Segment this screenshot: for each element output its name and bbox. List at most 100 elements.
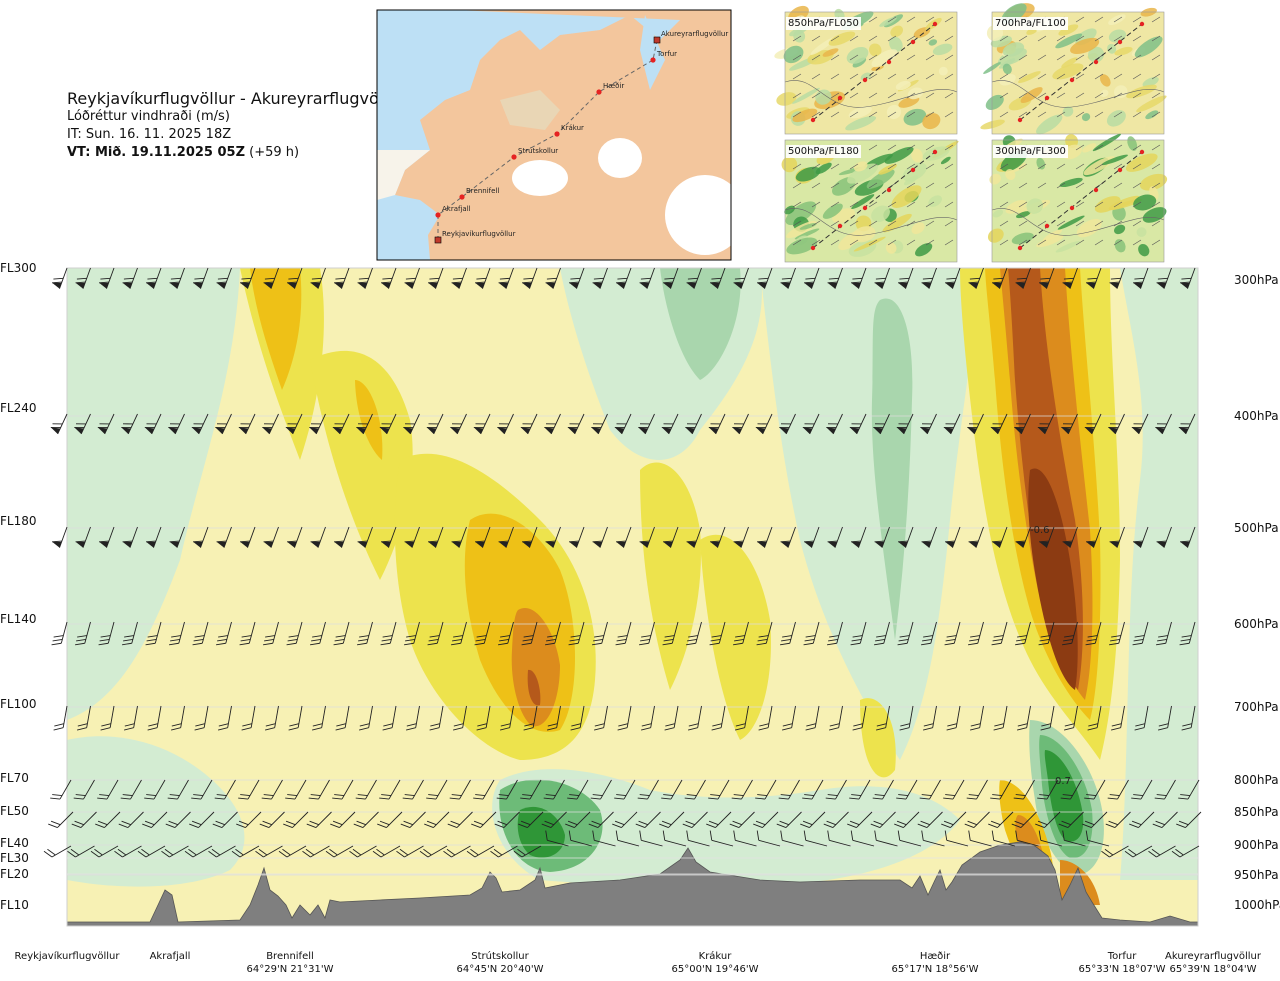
wind-barb-300hpa: [545, 267, 561, 289]
inset-waypoint: [1139, 149, 1145, 155]
wind-barb-400hpa: [238, 413, 256, 435]
wind-barb-800hpa: [73, 779, 95, 800]
updraft-region: [860, 698, 896, 778]
wind-barb-300hpa: [240, 267, 256, 289]
inset-wind-barb: [811, 111, 821, 118]
inset-wind-barb: [1075, 182, 1085, 189]
wind-barb-600hpa: [592, 621, 608, 646]
inset-field-patch: [860, 72, 872, 81]
inset-wind-barb: [887, 111, 897, 118]
wind-barb-400hpa: [97, 413, 115, 435]
wind-barb-850hpa: [330, 811, 356, 828]
wind-barb-300hpa: [804, 267, 820, 289]
wind-barb-500hpa: [1062, 526, 1078, 548]
map-points: Akureyrarflugvöllur Torfur Hæðir Krákur Strú…: [434, 30, 728, 244]
waypoint-marker: [596, 89, 602, 95]
inset-field-patch: [1058, 24, 1079, 36]
wind-barb-850hpa: [142, 811, 168, 828]
wind-barb-850hpa: [1082, 811, 1108, 828]
wind-barb-600hpa: [1062, 621, 1078, 646]
inset-field-patch: [785, 201, 817, 226]
waypoint-coord: 65°00'N 19°46'W: [671, 964, 759, 975]
wind-barb-900hpa: [686, 830, 710, 847]
flight-level-label: FL140: [0, 612, 37, 626]
wind-barb-300hpa: [1109, 267, 1125, 289]
wind-barb-700hpa: [1158, 705, 1172, 731]
inset-wind-barb: [1113, 111, 1123, 118]
inset-wind-barb: [811, 220, 821, 227]
wind-barb-900hpa: [208, 845, 236, 858]
inset-field-patch: [1107, 43, 1117, 54]
wind-barb-900hpa: [137, 845, 166, 858]
wind-barb-700hpa: [288, 705, 303, 731]
wind-barb-850hpa: [118, 811, 144, 828]
wind-barb-850hpa: [212, 811, 238, 828]
inset-waypoint: [1093, 187, 1099, 193]
inset-level-label: 700hPa/FL100: [993, 17, 1068, 30]
wind-barb-900hpa: [1124, 845, 1153, 858]
wind-barb-600hpa: [427, 621, 444, 646]
inset-wind-barb: [925, 163, 935, 170]
inset-field-patch: [932, 43, 953, 56]
wind-barb-600hpa: [1085, 621, 1102, 646]
wind-barb-900hpa: [592, 830, 616, 847]
inset-wind-barb: [1056, 35, 1066, 42]
wind-barb-900hpa: [419, 845, 448, 858]
inset-field-patch: [992, 209, 1004, 218]
inset-field-patch: [1002, 42, 1025, 57]
inset-waypoint: [837, 95, 843, 101]
inset-wind-barb: [868, 73, 878, 80]
inset-wind-barb: [1094, 239, 1104, 246]
flight-level-label: FL70: [0, 771, 29, 785]
flight-level-label: FL30: [0, 851, 29, 865]
wind-barb-300hpa: [757, 267, 773, 289]
inset-field-patch: [848, 106, 872, 119]
inset-wind-barb: [1075, 239, 1085, 246]
wind-barb-700hpa: [993, 705, 1008, 731]
flight-level-label: FL10: [0, 898, 29, 912]
inset-waypoint: [1017, 117, 1023, 123]
wind-barb-300hpa: [146, 267, 162, 289]
wind-barb-700hpa: [453, 705, 467, 731]
inset-wind-barb: [830, 111, 840, 118]
inset-wind-barb: [906, 111, 916, 118]
wind-barb-900hpa: [944, 830, 969, 847]
wind-barb-400hpa: [614, 413, 632, 435]
wind-barb-300hpa: [1133, 267, 1149, 289]
wind-barb-600hpa: [545, 621, 561, 646]
wind-barb-850hpa: [565, 811, 591, 828]
wind-barb-800hpa: [1107, 779, 1129, 800]
wind-barb-600hpa: [1109, 621, 1125, 646]
wind-barb-900hpa: [349, 845, 377, 858]
inset-wind-barb: [906, 220, 916, 227]
wind-barb-400hpa: [191, 413, 209, 435]
inset-field-patch: [1139, 173, 1168, 191]
inset-wind-barb: [1056, 54, 1066, 61]
inset-wind-barb: [868, 201, 878, 208]
inset-wind-barb: [1075, 201, 1085, 208]
wind-barb-300hpa: [498, 267, 514, 289]
wind-barb-600hpa: [380, 621, 397, 646]
inset-wind-barb: [1094, 16, 1104, 23]
wind-barb-600hpa: [263, 621, 279, 646]
wind-barb-300hpa: [263, 267, 279, 289]
wind-barb-850hpa: [635, 811, 661, 828]
inset-wind-barb: [999, 92, 1009, 99]
wind-barb-800hpa: [308, 779, 330, 800]
wind-barb-500hpa: [1180, 526, 1196, 548]
wind-barb-850hpa: [494, 811, 520, 828]
inset-wind-barb: [811, 163, 821, 170]
low-level-downdraft: [492, 769, 960, 888]
wind-barb-900hpa: [756, 830, 781, 847]
wind-barb-300hpa: [99, 267, 115, 289]
wind-barb-800hpa: [402, 779, 424, 800]
wind-barb-500hpa: [52, 526, 68, 548]
wind-barb-850hpa: [1129, 811, 1155, 828]
inset-field-patch: [885, 242, 897, 254]
inset-wind-barb: [792, 182, 802, 189]
inset-wind-barb: [999, 73, 1009, 80]
inset-wind-barb: [849, 239, 859, 246]
inset-field-patch: [1114, 239, 1126, 253]
inset-field-patch: [1005, 168, 1016, 181]
map-point-label: Akrafjall: [442, 205, 471, 213]
